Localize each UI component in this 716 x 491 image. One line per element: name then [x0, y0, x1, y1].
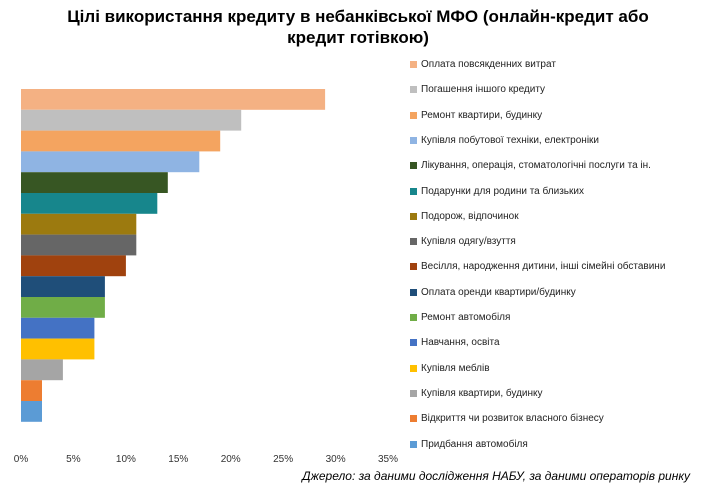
legend-swatch — [410, 415, 417, 423]
legend-label: Погашення іншого кредиту — [421, 84, 546, 96]
legend-item: Купівля побутової техніки, електроніки — [405, 134, 710, 147]
legend-swatch — [410, 61, 417, 68]
legend-label: Відкриття чи розвиток власного бізнесу — [421, 413, 604, 425]
bar-7 — [21, 213, 137, 235]
legend-item: Навчання, освіта — [405, 336, 710, 349]
x-tick-label: 25% — [273, 454, 293, 465]
legend-item: Ремонт автомобіля — [405, 311, 710, 324]
legend-label: Купівля меблів — [421, 362, 490, 374]
bar-3 — [21, 130, 221, 152]
legend-item: Погашення іншого кредиту — [405, 83, 710, 96]
legend-item: Оплата повсякденних витрат — [405, 58, 710, 71]
bar-11 — [21, 297, 105, 318]
chart-title: Цілі використання кредиту в небанківсько… — [0, 6, 716, 48]
bar-6 — [21, 193, 158, 214]
legend-swatch — [410, 111, 417, 119]
legend-label: Ремонт автомобіля — [421, 312, 511, 323]
legend-label: Подорож, відпочинок — [421, 210, 519, 222]
legend-swatch — [410, 212, 417, 220]
legend-label: Купівля побутової техніки, електроніки — [421, 134, 599, 146]
legend-item: Купівля меблів — [405, 362, 710, 375]
x-tick-label: 35% — [378, 454, 398, 465]
legend-item: Купівля одягу/взуття — [405, 235, 710, 248]
legend-swatch — [410, 238, 417, 246]
legend-item: Купівля квартири, будинку — [405, 387, 710, 400]
legend-swatch — [410, 263, 417, 271]
bar-8 — [21, 234, 137, 256]
source-note: Джерело: за даними дослідження НАБУ, за … — [302, 469, 690, 483]
legend-swatch — [410, 314, 417, 321]
legend-label: Ремонт квартири, будинку — [421, 109, 543, 121]
x-tick-label: 0% — [14, 454, 29, 465]
legend-item: Лікування, операція, стоматологічні посл… — [405, 159, 710, 172]
legend-item: Ремонт квартири, будинку — [405, 109, 710, 122]
legend-label: Оплата оренди квартири/будинку — [421, 286, 576, 298]
legend-swatch — [410, 364, 417, 372]
bar-5 — [21, 172, 168, 193]
x-tick-label: 10% — [116, 454, 136, 465]
x-tick-label: 20% — [221, 454, 241, 465]
legend-item: Відкриття чи розвиток власного бізнесу — [405, 412, 710, 425]
legend-item: Подарунки для родини та близьких — [405, 185, 710, 198]
legend-label: Купівля квартири, будинку — [421, 387, 543, 399]
legend-item: Весілля, народження дитини, інші сімейні… — [405, 260, 710, 273]
bar-2 — [21, 109, 242, 131]
legend-swatch — [410, 86, 417, 94]
legend-item: Оплата оренди квартири/будинку — [405, 286, 710, 299]
bar-4 — [21, 151, 200, 173]
chart-title-line-1: Цілі використання кредиту в небанківсько… — [67, 7, 649, 26]
bar-12 — [21, 317, 95, 339]
bar-10 — [21, 276, 105, 297]
x-tick-label: 5% — [66, 454, 81, 465]
legend-label: Оплата повсякденних витрат — [421, 59, 556, 70]
bar-16 — [21, 401, 42, 422]
bar-15 — [21, 380, 42, 401]
legend-label: Навчання, освіта — [421, 337, 500, 349]
legend-item: Подорож, відпочинок — [405, 210, 710, 223]
legend-swatch — [410, 389, 417, 397]
legend-label: Весілля, народження дитини, інші сімейні… — [421, 261, 666, 273]
bar-13 — [21, 338, 95, 360]
legend-label: Лікування, операція, стоматологічні посл… — [421, 160, 651, 172]
legend-label: Придбання автомобіля — [421, 438, 528, 450]
legend-item: Придбання автомобіля — [405, 438, 710, 451]
bar-14 — [21, 359, 63, 381]
x-tick-label: 30% — [326, 454, 346, 465]
legend-swatch — [410, 162, 417, 170]
legend-swatch — [410, 440, 417, 448]
bar-1 — [21, 89, 326, 110]
legend-label: Купівля одягу/взуття — [421, 236, 516, 248]
legend-swatch — [410, 288, 417, 296]
legend-swatch — [410, 187, 417, 195]
legend-swatch — [410, 339, 417, 347]
bars-group — [21, 89, 326, 422]
legend-label: Подарунки для родини та близьких — [421, 185, 584, 197]
x-tick-label: 15% — [168, 454, 188, 465]
chart-title-line-2: кредит готівкою) — [287, 28, 429, 47]
bar-9 — [21, 255, 126, 277]
legend-swatch — [410, 136, 417, 144]
x-axis-ticks: 0% 5% 10% 15% 20% 25% 30% 35% — [14, 454, 398, 465]
